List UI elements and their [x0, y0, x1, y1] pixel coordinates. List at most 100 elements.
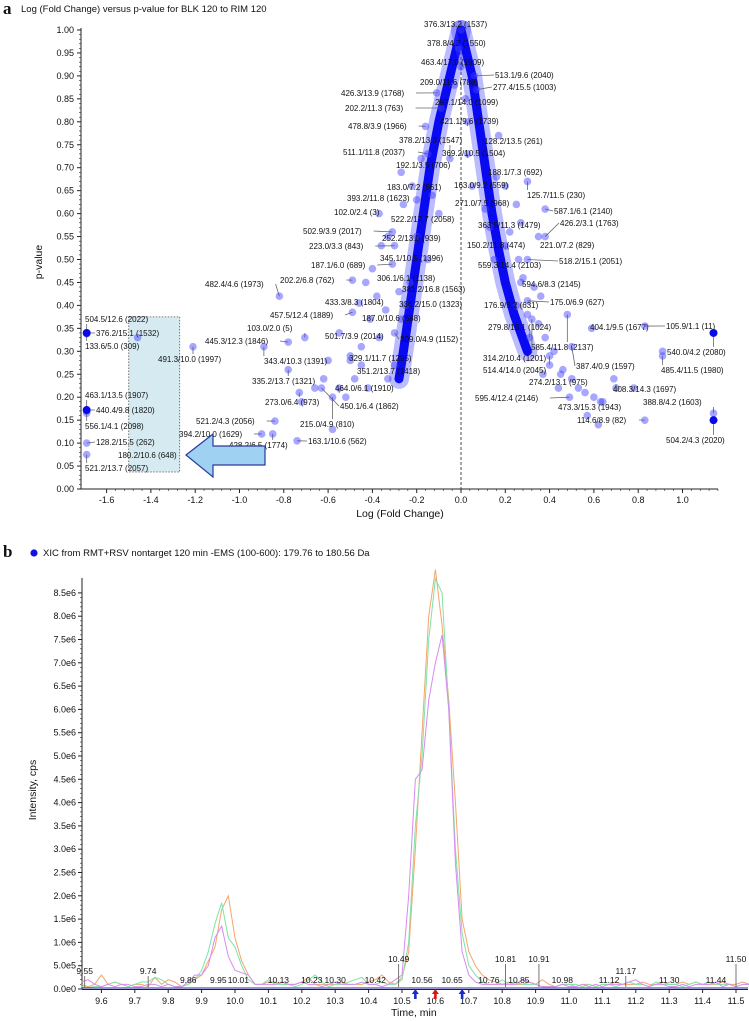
xic-trace-2 — [81, 577, 749, 989]
retention-marker-arrow — [431, 989, 439, 999]
point-annotation: 482.4/4.6 (1973) — [205, 280, 264, 289]
point-annotation: 514.4/14.0 (2045) — [483, 366, 546, 375]
data-point — [268, 430, 277, 438]
peak-label: 11.30 — [659, 975, 680, 985]
x-tick-label: 10.6 — [427, 996, 445, 1006]
annotation-leader-line — [377, 263, 393, 266]
data-point — [346, 352, 355, 360]
panel-b-y-axis-label: Intensity, cps — [27, 760, 39, 821]
x-tick-label: 10.0 — [226, 996, 244, 1006]
highlight-arrow — [185, 432, 266, 479]
data-point — [423, 150, 432, 158]
peak-label: 10.23 — [301, 975, 323, 985]
point-annotation: 183.0/7.2 (661) — [387, 183, 442, 192]
point-annotation: 297.1/14.0 (1099) — [435, 98, 498, 107]
data-point — [133, 333, 142, 342]
point-annotation: 369.2/10.5 (1504) — [442, 149, 505, 158]
point-annotation: 522.2/17.7 (2058) — [391, 215, 454, 224]
data-point — [534, 319, 543, 328]
data-point — [361, 278, 370, 287]
point-annotation: 114.6/8.9 (82) — [577, 416, 627, 425]
x-tick-label: 0.6 — [588, 495, 601, 505]
y-tick-label: 0.95 — [56, 48, 74, 58]
point-annotation: 463.1/13.5 (1907) — [85, 391, 148, 400]
data-point — [481, 205, 490, 213]
point-annotation: 176.9/5.2 (631) — [484, 301, 539, 310]
data-point — [437, 104, 445, 112]
point-annotation: 202.2/6.8 (762) — [280, 276, 335, 285]
data-point — [388, 228, 397, 236]
data-point — [401, 301, 410, 310]
data-point — [492, 173, 501, 181]
point-annotation: 587.1/6.1 (2140) — [554, 207, 613, 216]
x-tick-label: 11.3 — [661, 996, 678, 1006]
data-point — [574, 384, 583, 392]
data-point — [554, 384, 563, 392]
peak-label: 10.76 — [478, 975, 500, 985]
point-annotation: 387.4/0.9 (1597) — [576, 362, 635, 371]
dense-point-cloud — [394, 25, 466, 384]
point-annotation: 457.5/12.4 (1889) — [270, 311, 333, 320]
x-tick-label: 10.7 — [460, 996, 478, 1006]
data-point — [457, 26, 465, 34]
data-point — [432, 89, 441, 97]
data-point — [490, 255, 499, 264]
peak-label: 10.49 — [388, 954, 410, 964]
point-annotation: 279.8/16.1 (1024) — [488, 323, 551, 332]
point-annotation: 125.7/11.5 (230) — [527, 191, 585, 200]
data-point — [348, 308, 357, 317]
x-tick-label: -0.4 — [365, 495, 381, 505]
data-point — [397, 168, 405, 177]
annotation-leader-line — [86, 441, 96, 444]
data-point — [82, 450, 91, 459]
legend-label: XIC from RMT+RSV nontarget 120 min -EMS … — [43, 548, 370, 559]
y-tick-label: 0.25 — [56, 369, 74, 379]
point-annotation: 133.6/5.0 (309) — [85, 342, 140, 351]
point-annotation: 450.1/6.4 (1862) — [340, 402, 399, 411]
y-tick-label: 0.45 — [56, 277, 74, 287]
y-tick-label: 0.80 — [56, 117, 74, 127]
peak-label: 9.95 — [210, 975, 227, 985]
data-point — [423, 255, 432, 264]
data-point — [355, 299, 363, 307]
peak-label: 10.65 — [441, 975, 463, 985]
point-annotation: 426.3/13.9 (1768) — [341, 89, 404, 98]
data-point — [381, 306, 390, 314]
data-point — [295, 388, 304, 397]
y-tick-label: 0.60 — [56, 209, 74, 219]
y-tick-label: 1.5e6 — [53, 914, 76, 924]
y-tick-label: 0.35 — [56, 323, 74, 333]
peak-label: 10.91 — [528, 954, 550, 964]
point-annotation: 540.0/4.2 (2080) — [667, 348, 726, 357]
peak-label: 10.30 — [325, 975, 347, 985]
data-point — [545, 361, 554, 369]
y-tick-label: 4.0e6 — [53, 798, 76, 808]
data-point — [375, 333, 383, 342]
point-annotation: 504.5/12.6 (2022) — [85, 315, 148, 324]
y-tick-label: 4.5e6 — [53, 774, 76, 784]
point-annotation: 102.0/2.4 (3) — [334, 208, 380, 217]
data-point — [421, 122, 430, 131]
point-annotation: 464.0/6.1 (1910) — [335, 384, 394, 393]
data-point — [435, 209, 443, 218]
data-point — [563, 310, 572, 319]
data-point — [390, 361, 399, 369]
point-annotation: 501.7/3.9 (2014) — [325, 332, 384, 341]
x-tick-label: -0.2 — [409, 495, 425, 505]
data-point — [565, 393, 574, 402]
data-point — [408, 182, 417, 190]
point-annotation: 329.1/11.7 (1295) — [349, 354, 412, 363]
data-point — [284, 338, 293, 346]
data-point — [366, 315, 374, 323]
data-point — [581, 388, 589, 397]
y-tick-label: 7.0e6 — [53, 658, 76, 668]
data-point — [559, 365, 567, 374]
data-point — [260, 342, 268, 351]
point-annotation: 556.1/4.1 (2098) — [85, 422, 144, 431]
data-point — [348, 276, 357, 284]
x-tick-label: 11.5 — [728, 996, 745, 1006]
point-annotation: 221.0/7.2 (829) — [540, 241, 595, 250]
data-point — [541, 333, 549, 342]
annotation-leader-line — [527, 259, 559, 262]
